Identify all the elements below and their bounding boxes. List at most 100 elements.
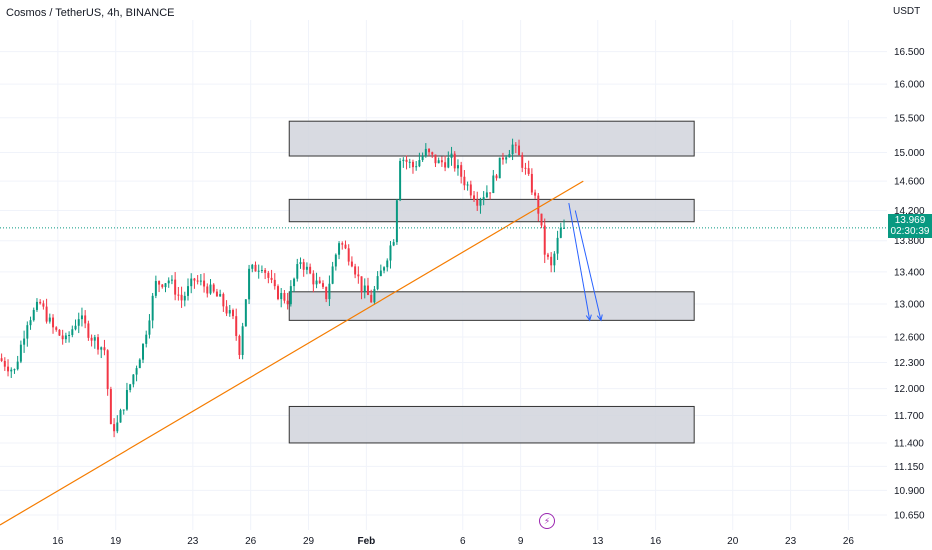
candle-body: [553, 253, 556, 266]
candle-body: [42, 303, 45, 307]
candle-body: [479, 199, 482, 206]
x-axis[interactable]: 16 19 23 26 29 Feb 6 9 13 16 20 23 26: [52, 536, 854, 547]
candle-body: [405, 159, 408, 162]
candle-body: [440, 160, 443, 163]
price-zone[interactable]: [288, 291, 695, 321]
x-tick-label: 26: [843, 536, 855, 547]
candle-body: [87, 323, 90, 338]
y-tick-label: 15.500: [894, 113, 925, 124]
candle-body: [219, 294, 222, 297]
symbol-title[interactable]: Cosmos / TetherUS, 4h, BINANCE: [6, 7, 175, 19]
candle-body: [35, 301, 38, 310]
candle-body: [296, 264, 299, 279]
y-tick-label: 11.700: [894, 411, 924, 422]
candle-body: [270, 277, 273, 280]
candle-body: [0, 358, 3, 361]
candle-body: [334, 254, 337, 267]
candle-body: [209, 284, 212, 294]
candle-body: [527, 168, 530, 174]
candle-body: [482, 197, 485, 200]
candle-body: [180, 294, 183, 301]
candle-body: [113, 424, 116, 432]
projection-arrow[interactable]: [568, 202, 591, 321]
y-axis[interactable]: 16.500 16.000 15.500 15.000 14.600 14.200 13.8…: [894, 47, 925, 521]
candle-body: [524, 167, 527, 169]
candle-body: [280, 292, 283, 300]
candle-body: [260, 269, 263, 271]
y-tick-label: 11.400: [894, 438, 924, 449]
candle-body: [437, 160, 440, 164]
candle-body: [215, 291, 218, 297]
x-tick-label: 16: [650, 536, 662, 547]
candle-body: [305, 266, 308, 270]
candle-body: [190, 278, 193, 287]
candle-body: [119, 410, 122, 423]
candle-body: [556, 237, 559, 254]
candle-body: [463, 176, 466, 186]
candle-body: [341, 243, 344, 245]
candle-body: [460, 165, 463, 177]
candle-body: [13, 369, 16, 371]
candle-body: [148, 320, 151, 335]
lightning-icon[interactable]: ⚡: [539, 513, 555, 529]
candle-body: [498, 157, 501, 179]
candle-body: [289, 286, 292, 305]
candle-body: [257, 270, 260, 272]
candle-body: [283, 292, 286, 301]
candle-body: [453, 153, 456, 169]
candle-body: [276, 286, 279, 300]
candle-body: [132, 374, 135, 385]
candle-body: [543, 225, 546, 255]
candle-body: [344, 244, 347, 249]
candle-body: [10, 369, 13, 372]
candle-body: [7, 366, 10, 372]
price-zone[interactable]: [288, 198, 695, 223]
zones[interactable]: [288, 120, 695, 444]
candle-body: [71, 329, 74, 335]
arrow-head: [585, 314, 592, 322]
candle-body: [321, 283, 324, 287]
candle-body: [222, 294, 225, 307]
candle-body: [212, 284, 215, 292]
candle-body: [26, 325, 29, 339]
candle-body: [466, 184, 469, 186]
candle-body: [225, 306, 228, 314]
candle-body: [58, 329, 61, 336]
projection-arrow[interactable]: [574, 210, 602, 321]
current-price-badge: 13.969 02:30:39: [888, 214, 932, 238]
candle-body: [534, 192, 537, 196]
candle-body: [431, 152, 434, 155]
candle-body: [485, 192, 488, 198]
price-zone[interactable]: [288, 405, 695, 444]
currency-label: USDT: [893, 6, 921, 17]
candle-body: [273, 279, 276, 287]
candle-body: [183, 295, 186, 301]
candle-body: [45, 306, 48, 322]
candle-body: [383, 267, 386, 271]
candle-body: [434, 154, 437, 164]
trendline[interactable]: [0, 180, 584, 526]
candle-body: [286, 300, 289, 305]
y-tick-label: 13.000: [894, 299, 925, 310]
candle-body: [145, 334, 148, 344]
candle-body: [167, 280, 170, 284]
y-tick-label: 10.650: [894, 510, 925, 521]
candle-body: [77, 319, 80, 326]
candle-body: [309, 266, 312, 274]
candle-body: [142, 343, 145, 360]
candle-body: [373, 289, 376, 303]
trendline-layer[interactable]: [0, 180, 584, 526]
y-tick-label: 14.600: [894, 177, 925, 188]
candle-body: [52, 317, 55, 328]
arrows-layer[interactable]: [568, 202, 603, 322]
price-zone[interactable]: [288, 120, 695, 157]
candle-body: [241, 326, 244, 355]
y-tick-label: 12.300: [894, 358, 925, 369]
candle-body: [489, 192, 492, 194]
candle-body: [170, 279, 173, 281]
candle-body: [206, 286, 209, 294]
candle-body: [456, 165, 459, 169]
candle-body: [363, 285, 366, 293]
y-tick-label: 12.600: [894, 333, 925, 344]
